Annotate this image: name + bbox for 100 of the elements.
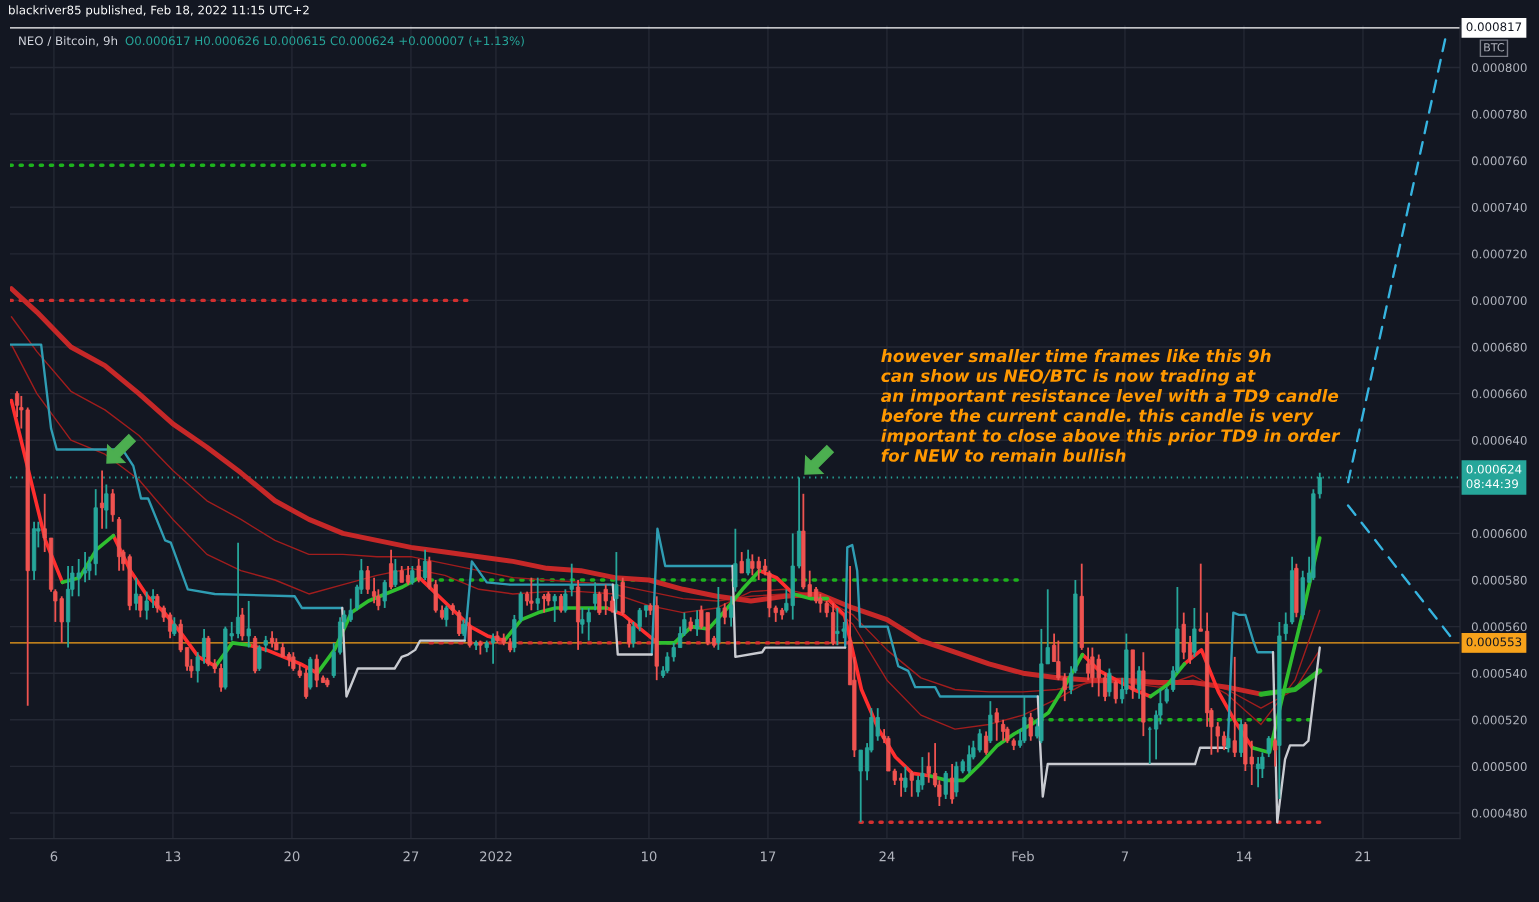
ref-line-label: 0.000817 (1466, 22, 1522, 32)
candlestick (1085, 646, 1091, 682)
candlestick (257, 644, 262, 672)
candlestick (1107, 667, 1112, 698)
x-tick-label: 21 (1355, 851, 1371, 862)
y-tick-label: 0.000700 (1471, 296, 1527, 306)
x-tick-label: 24 (879, 851, 895, 862)
candlestick (314, 653, 319, 689)
candlestick (201, 628, 207, 665)
y-tick-label: 0.000580 (1471, 575, 1527, 585)
candlestick (552, 593, 557, 623)
candlestick (1283, 611, 1288, 642)
text: blackriver85 published, Feb 18, 2022 11:15 UTC+2 (9, 5, 309, 17)
candlestick (456, 609, 462, 637)
candlestick (541, 593, 547, 614)
candlestick (722, 602, 727, 626)
y-tick-label: 0.000560 (1471, 622, 1527, 632)
candlestick (133, 576, 139, 612)
x-tick-label: 6 (50, 851, 58, 862)
candlestick (739, 551, 744, 574)
x-tick-label: 10 (641, 851, 657, 862)
candlestick (388, 548, 394, 591)
line-series (10, 343, 344, 610)
y-tick-label: 0.000720 (1471, 249, 1527, 259)
candlestick (529, 576, 534, 612)
candlestick (966, 744, 972, 775)
candlestick (1028, 711, 1033, 742)
candlestick (422, 548, 428, 581)
candlestick (558, 593, 564, 614)
x-tick-label: 27 (403, 851, 419, 862)
annotation: however smaller time frames like this 9h can show us NEO/BTC is now trading at an important resistance level with a TD9 candle before the current candle. this candle is very important to close above this prior TD9 in order for NEW to remain bullish (881, 349, 1341, 462)
candlestick (331, 641, 336, 679)
candlestick (416, 558, 421, 584)
candlestick (1102, 672, 1108, 703)
line-series (731, 564, 847, 659)
candlestick (592, 581, 598, 612)
candlestick (569, 562, 574, 598)
text: NEO / Bitcoin, 9h (19, 36, 118, 47)
y-tick-label: 0.000660 (1471, 389, 1527, 399)
y-tick-label: 0.000780 (1471, 109, 1527, 119)
candlestick (949, 763, 955, 805)
candlestick (733, 527, 738, 593)
line-series (1271, 646, 1321, 824)
candlestick (1256, 756, 1261, 789)
y-tick-label: 0.000740 (1471, 202, 1527, 212)
candlestick (983, 730, 989, 756)
candlestick (393, 558, 398, 588)
candlestick (144, 590, 149, 621)
x-tick-label: Feb (1012, 851, 1034, 862)
y-tick-label: 0.000680 (1471, 342, 1527, 352)
candlestick (150, 588, 156, 609)
candlestick (728, 595, 734, 628)
candlestick (246, 600, 251, 649)
candlestick (218, 662, 224, 693)
candlestick (1188, 635, 1193, 665)
candlestick (99, 469, 105, 530)
y-tick-label: 0.000500 (1471, 762, 1527, 772)
candlestick (138, 593, 143, 619)
ref-line-label: 0.000553 (1466, 637, 1522, 647)
candlestick (614, 551, 619, 614)
candlestick (405, 565, 411, 586)
y-axis-title: BTC (1484, 43, 1505, 52)
candlestick (1000, 718, 1006, 742)
candlestick (444, 604, 449, 628)
candlestick (1113, 679, 1118, 705)
x-tick-label: 17 (760, 851, 776, 862)
candlestick (745, 548, 751, 577)
candlestick (1232, 655, 1237, 758)
candlestick (42, 492, 47, 553)
y-tick-label: 0.000640 (1471, 435, 1527, 445)
y-tick-label: 0.000540 (1471, 668, 1527, 678)
candlestick (195, 651, 200, 684)
y-tick-label: 0.000520 (1471, 715, 1527, 725)
candlestick (858, 749, 863, 824)
x-tick-label: 7 (1121, 851, 1129, 862)
candlestick (291, 651, 296, 672)
candlestick (1266, 735, 1271, 758)
candlestick (903, 765, 908, 793)
candlestick (490, 632, 496, 665)
candlestick (535, 576, 540, 612)
candlestick (410, 565, 415, 586)
y-tick-label: 0.000800 (1471, 63, 1527, 73)
candlestick (898, 772, 904, 798)
x-tick-label: 13 (165, 851, 181, 862)
candlestick (1222, 730, 1227, 751)
y-tick-label: 0.000600 (1471, 529, 1527, 539)
candlestick (1022, 695, 1027, 744)
candlestick (235, 541, 241, 640)
candlestick (82, 551, 88, 584)
candlestick (110, 488, 115, 523)
candlestick (167, 611, 173, 640)
line-series (843, 543, 1039, 698)
line-series (341, 606, 466, 698)
candlestick (382, 579, 387, 609)
x-tick-label: 14 (1237, 851, 1252, 862)
candlestick (467, 616, 472, 649)
y-tick-label: 0.000760 (1471, 156, 1527, 166)
candlestick (1137, 665, 1142, 700)
candlestick (1147, 725, 1152, 765)
candlestick (626, 618, 632, 649)
